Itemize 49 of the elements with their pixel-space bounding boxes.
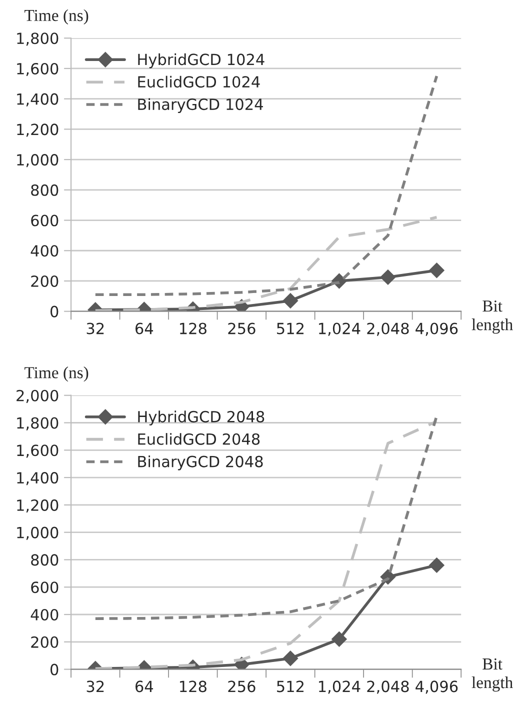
x-tick-label: 128 <box>180 680 206 692</box>
y-tick-label: 200 <box>31 636 58 648</box>
x-tick-label: 1,024 <box>319 322 360 336</box>
y-tick-label: 1,200 <box>17 124 58 137</box>
x-tick-label: 512 <box>277 322 304 334</box>
y-tick-label: 1,600 <box>17 62 58 76</box>
y-axis-title: Time (ns) <box>24 366 88 382</box>
legend-label: EuclidGCD 1024 <box>138 76 260 88</box>
x-tick-label: 32 <box>86 322 104 334</box>
x-tick-label: 128 <box>180 322 206 334</box>
y-tick-label: 2,000 <box>16 390 58 403</box>
legend-label: BinaryGCD 1024 <box>138 98 263 114</box>
x-axis-title: Bit length <box>472 300 513 334</box>
x-tick-label: 32 <box>86 680 104 692</box>
y-tick-label: 1,200 <box>17 499 58 513</box>
x-tick-label: 4,096 <box>416 322 458 336</box>
x-tick-label: 64 <box>136 680 154 692</box>
y-tick-label: 800 <box>31 554 58 566</box>
x-tick-label: 512 <box>277 680 304 692</box>
y-tick-label: 400 <box>30 245 58 257</box>
point <box>429 558 444 573</box>
y-tick-label: 200 <box>31 275 58 288</box>
y-tick-label: 1,600 <box>17 444 58 458</box>
y-tick-label: 1,000 <box>17 154 58 168</box>
y-tick-label: 1,400 <box>17 472 58 486</box>
legend-label: BinaryGCD 2048 <box>138 455 263 470</box>
y-axis-title: Time (ns) <box>24 9 88 24</box>
legend-label: HybridGCD 2048 <box>138 410 264 426</box>
line-series <box>94 74 438 296</box>
y-tick-label: 0 <box>50 306 58 318</box>
y-tick-label: 0 <box>50 664 58 676</box>
x-tick-label: 256 <box>228 680 256 692</box>
x-tick-label: 1,024 <box>319 680 360 694</box>
y-tick-label: 600 <box>31 214 58 226</box>
x-tick-label: 4,096 <box>416 680 458 694</box>
y-tick-label: 1,000 <box>17 526 58 540</box>
x-tick-label: 64 <box>136 322 154 334</box>
y-tick-label: 400 <box>30 608 58 621</box>
y-tick-label: 1,800 <box>17 417 58 430</box>
x-tick-label: 2,048 <box>367 322 409 336</box>
y-tick-label: 600 <box>31 582 58 594</box>
x-tick-label: 256 <box>228 322 256 334</box>
y-tick-label: 1,800 <box>17 32 58 46</box>
x-tick-label: 2,048 <box>367 680 409 694</box>
y-tick-label: 800 <box>31 184 58 196</box>
x-axis-title: Bit length <box>472 658 513 692</box>
legend-label: EuclidGCD 2048 <box>138 433 260 445</box>
y-tick-label: 1,400 <box>17 93 58 106</box>
legend-label: HybridGCD 1024 <box>138 53 264 68</box>
